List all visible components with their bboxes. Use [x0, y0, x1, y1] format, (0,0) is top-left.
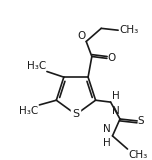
Text: N: N	[103, 124, 111, 134]
Text: H: H	[103, 138, 111, 148]
Text: S: S	[72, 109, 79, 120]
Text: S: S	[138, 116, 144, 126]
Text: O: O	[108, 53, 116, 63]
Text: CH₃: CH₃	[128, 150, 148, 160]
Text: CH₃: CH₃	[119, 25, 138, 35]
Text: H: H	[112, 91, 119, 101]
Text: O: O	[77, 31, 85, 40]
Text: H₃C: H₃C	[27, 61, 46, 71]
Text: N: N	[112, 106, 119, 116]
Text: H₃C: H₃C	[19, 106, 38, 116]
